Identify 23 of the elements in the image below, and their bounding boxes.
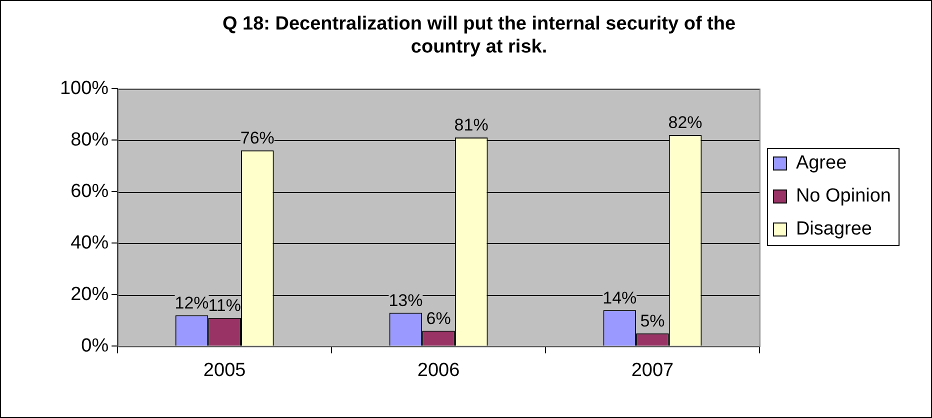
x-tick-label: 2005 bbox=[203, 360, 246, 381]
data-label: 11% bbox=[208, 296, 241, 316]
legend-label: No Opinion bbox=[796, 186, 892, 207]
data-label: 12% bbox=[174, 293, 209, 312]
y-tick-label: 60% bbox=[70, 180, 109, 202]
y-tick-label: 40% bbox=[70, 232, 109, 254]
text: country at risk. bbox=[410, 36, 548, 58]
data-label: 13% bbox=[388, 290, 423, 310]
data-label: 6% bbox=[426, 308, 451, 328]
data-label: 81% bbox=[454, 116, 488, 135]
legend-label: Agree bbox=[796, 152, 847, 174]
y-tick-label: 100% bbox=[60, 78, 109, 99]
text: Q 18: Decentralization will put the internal security of the bbox=[222, 14, 736, 35]
data-label: 76% bbox=[240, 128, 274, 148]
y-tick-label: 80% bbox=[70, 129, 109, 150]
data-label: 5% bbox=[640, 312, 665, 331]
data-label: 82% bbox=[668, 113, 702, 132]
y-tick-label: 0% bbox=[81, 335, 109, 356]
x-tick-label: 2006 bbox=[417, 360, 460, 381]
x-tick-label: 2007 bbox=[631, 360, 674, 381]
data-label: 14% bbox=[602, 288, 637, 308]
y-tick-label: 20% bbox=[70, 284, 109, 305]
legend-label: Disagree bbox=[796, 218, 872, 240]
